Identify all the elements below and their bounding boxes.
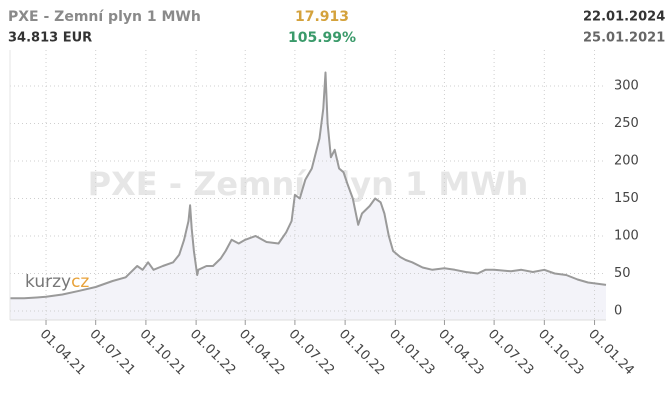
line	[10, 71, 607, 300]
change-pct: 105.99%	[288, 30, 356, 46]
area	[10, 72, 606, 320]
date-to: 22.01.2024	[583, 10, 665, 25]
y-tick-label: 100	[614, 229, 639, 244]
y-tick-label: 200	[614, 154, 639, 169]
last-value: 34.813 EUR	[8, 31, 92, 46]
logo: kurzycz	[25, 272, 89, 292]
logo-accent: cz	[71, 272, 89, 292]
y-tick-label: 0	[614, 304, 622, 319]
change-abs: 17.913	[295, 9, 349, 25]
logo-text: kurzy	[25, 272, 71, 292]
y-tick-label: 50	[614, 266, 631, 281]
y-tick-label: 250	[614, 116, 639, 131]
title: PXE - Zemní plyn 1 MWh	[8, 9, 201, 25]
y-tick-label: 300	[614, 79, 639, 94]
date-from: 25.01.2021	[583, 31, 665, 46]
y-tick-label: 150	[614, 191, 639, 206]
